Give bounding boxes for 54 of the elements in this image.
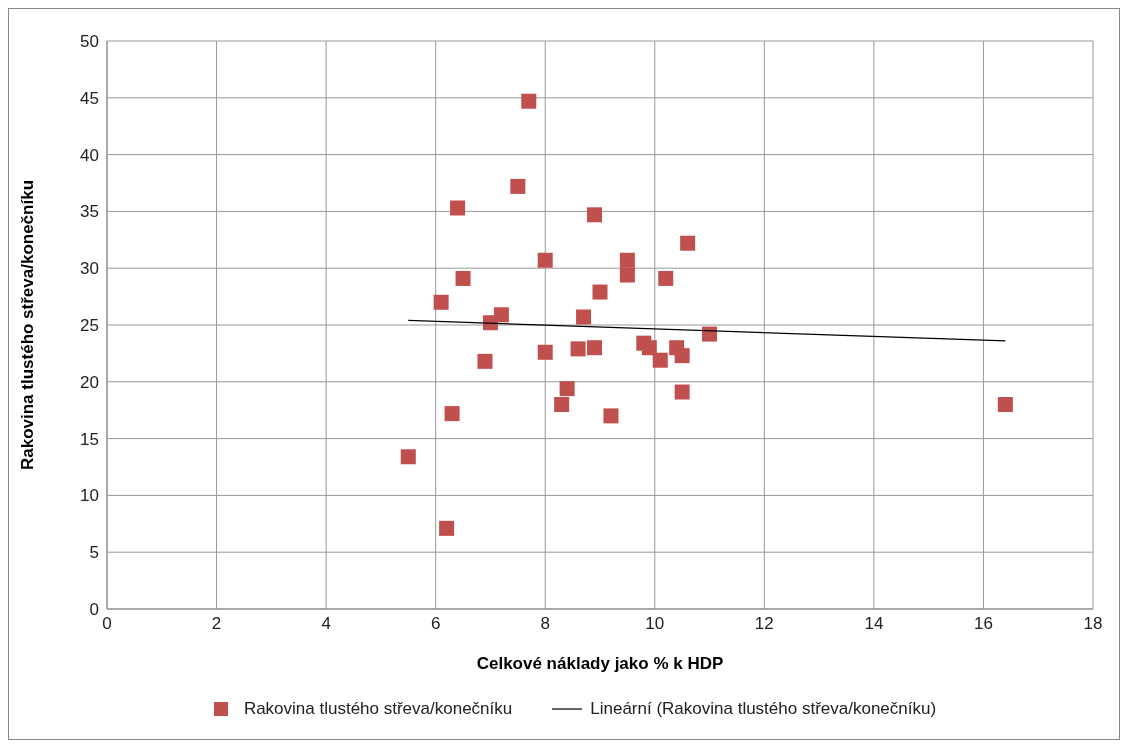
legend-label: Lineární (Rakovina tlustého střeva/konečníku): [590, 699, 937, 719]
x-tick-label: 0: [102, 614, 112, 634]
point: [658, 270, 674, 286]
point: [455, 270, 471, 286]
point: [619, 252, 635, 268]
point: [674, 384, 690, 400]
y-tick-label: 0: [89, 600, 99, 620]
y-tick-label: 45: [80, 88, 99, 108]
x-tick-label: 8: [540, 614, 550, 634]
point: [587, 207, 603, 223]
point: [576, 309, 592, 325]
x-tick-label: 16: [973, 614, 993, 634]
y-tick-label: 35: [80, 202, 99, 222]
y-tick-label: 25: [80, 316, 99, 336]
point: [674, 348, 690, 364]
point: [510, 178, 526, 194]
point: [603, 408, 619, 424]
point: [592, 284, 608, 300]
point: [400, 449, 416, 465]
point: [997, 397, 1013, 413]
y-tick-label: 10: [80, 486, 99, 506]
x-tick-label: 12: [754, 614, 774, 634]
point: [482, 315, 498, 331]
point: [433, 294, 449, 310]
point: [439, 520, 455, 536]
x-tick-label: 6: [430, 614, 441, 634]
y-axis-title: Rakovina tlustého střeva/konečníku: [18, 179, 38, 471]
y-tick-label: 5: [89, 543, 99, 563]
y-tick-label: 50: [80, 32, 99, 52]
x-axis-title: Celkové náklady jako % k HDP: [476, 654, 724, 673]
y-tick-label: 20: [80, 372, 99, 392]
point: [554, 397, 570, 413]
legend-label: Rakovina tlustého střeva/konečníku: [243, 699, 513, 719]
point: [537, 252, 553, 268]
point: [559, 381, 575, 397]
x-tick-label: 18: [1083, 614, 1103, 634]
y-tick-label: 15: [80, 429, 99, 449]
point: [521, 93, 537, 109]
y-tick-label: 30: [80, 259, 99, 279]
x-tick-label: 10: [645, 614, 665, 634]
y-tick-label: 40: [80, 145, 99, 165]
x-tick-label: 2: [211, 614, 222, 634]
point: [587, 340, 603, 356]
point: [477, 353, 493, 369]
point: [444, 406, 460, 422]
point: [570, 341, 586, 357]
x-tick-label: 14: [864, 614, 884, 634]
point: [537, 344, 553, 360]
point: [702, 326, 718, 342]
point: [450, 200, 466, 216]
point: [680, 235, 696, 251]
point: [652, 352, 668, 368]
x-tick-label: 4: [321, 614, 331, 634]
point: [619, 267, 635, 283]
